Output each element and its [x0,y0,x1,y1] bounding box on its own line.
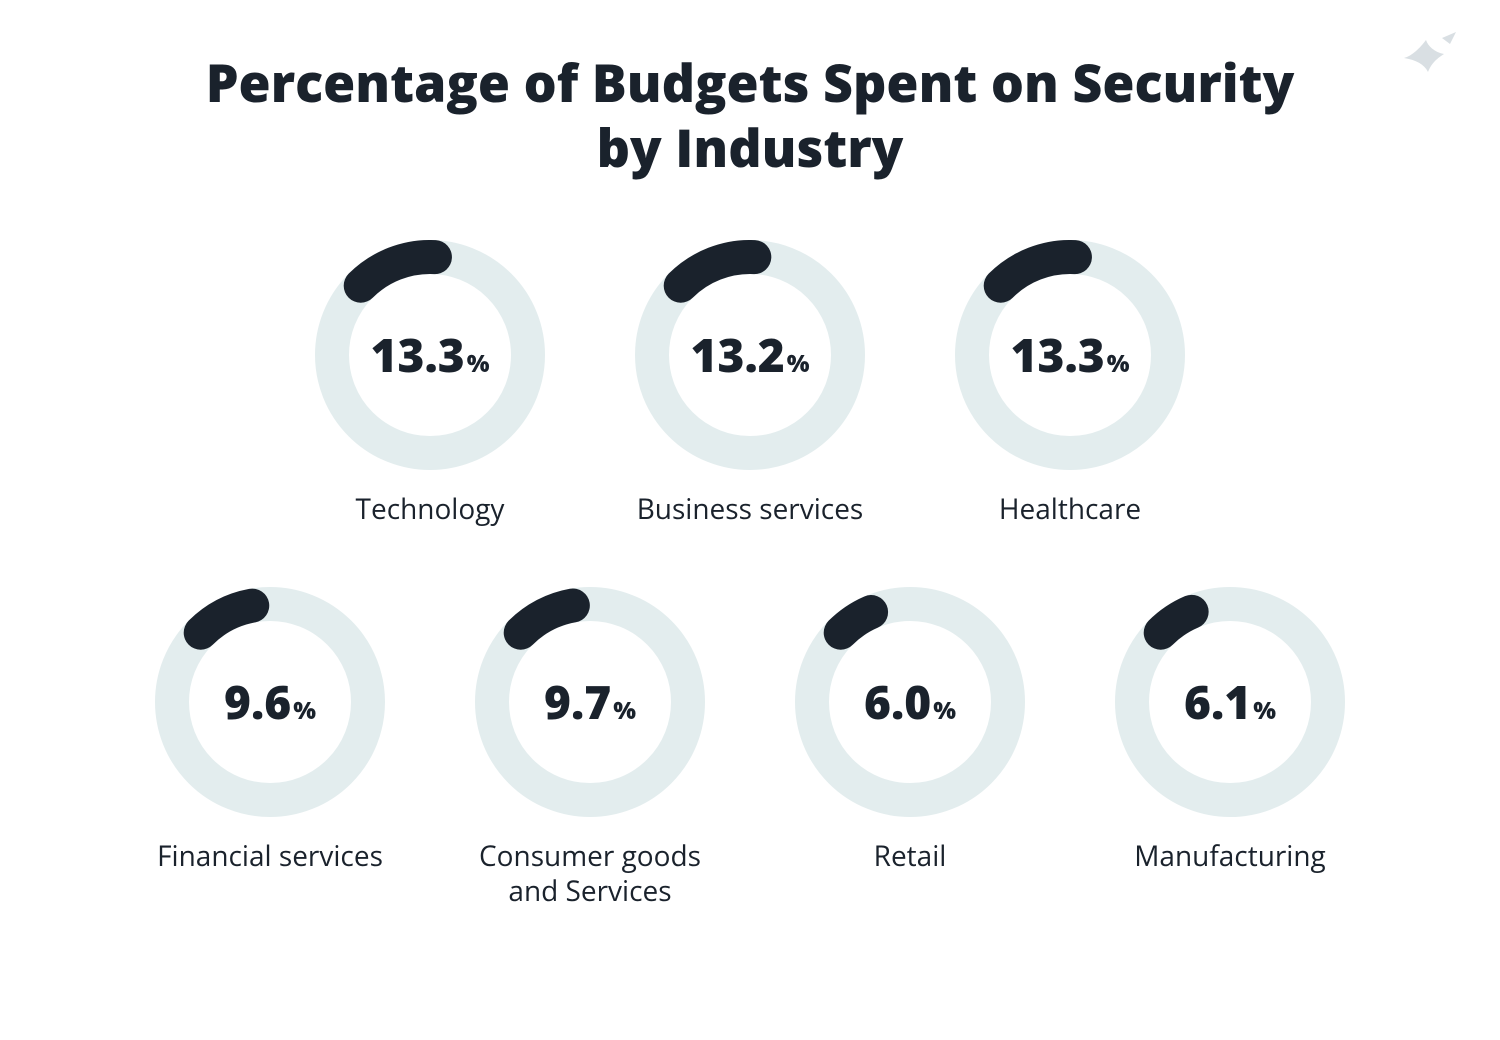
donut-value: 13.2% [691,324,810,386]
donut-technology: 13.3% Technology [315,240,545,527]
donut-row-1: 13.3% Technology 13.2% Business services… [70,240,1430,527]
donut-label: Business services [637,492,864,527]
donut-manufacturing: 6.1% Manufacturing [1115,587,1345,909]
donut-label: Manufacturing [1134,839,1326,874]
donut-value: 6.0% [864,671,956,733]
bird-logo-icon [1398,28,1460,85]
donut-label: Consumer goods and Services [475,839,705,909]
donut-value: 9.6% [224,671,316,733]
donut-value: 9.7% [544,671,636,733]
donut-label: Financial services [157,839,383,874]
donut-row-2: 9.6% Financial services 9.7% Consumer go… [70,587,1430,909]
donut-label: Retail [874,839,947,874]
donut-value: 13.3% [1011,324,1130,386]
donut-business-services: 13.2% Business services [635,240,865,527]
donut-consumer-goods: 9.7% Consumer goods and Services [475,587,705,909]
donut-financial-services: 9.6% Financial services [155,587,385,909]
donut-value: 6.1% [1184,671,1276,733]
donut-label: Healthcare [999,492,1141,527]
donut-retail: 6.0% Retail [795,587,1025,909]
donut-label: Technology [356,492,505,527]
chart-title: Percentage of Budgets Spent on Security … [200,50,1300,180]
donut-healthcare: 13.3% Healthcare [955,240,1185,527]
donut-value: 13.3% [371,324,490,386]
